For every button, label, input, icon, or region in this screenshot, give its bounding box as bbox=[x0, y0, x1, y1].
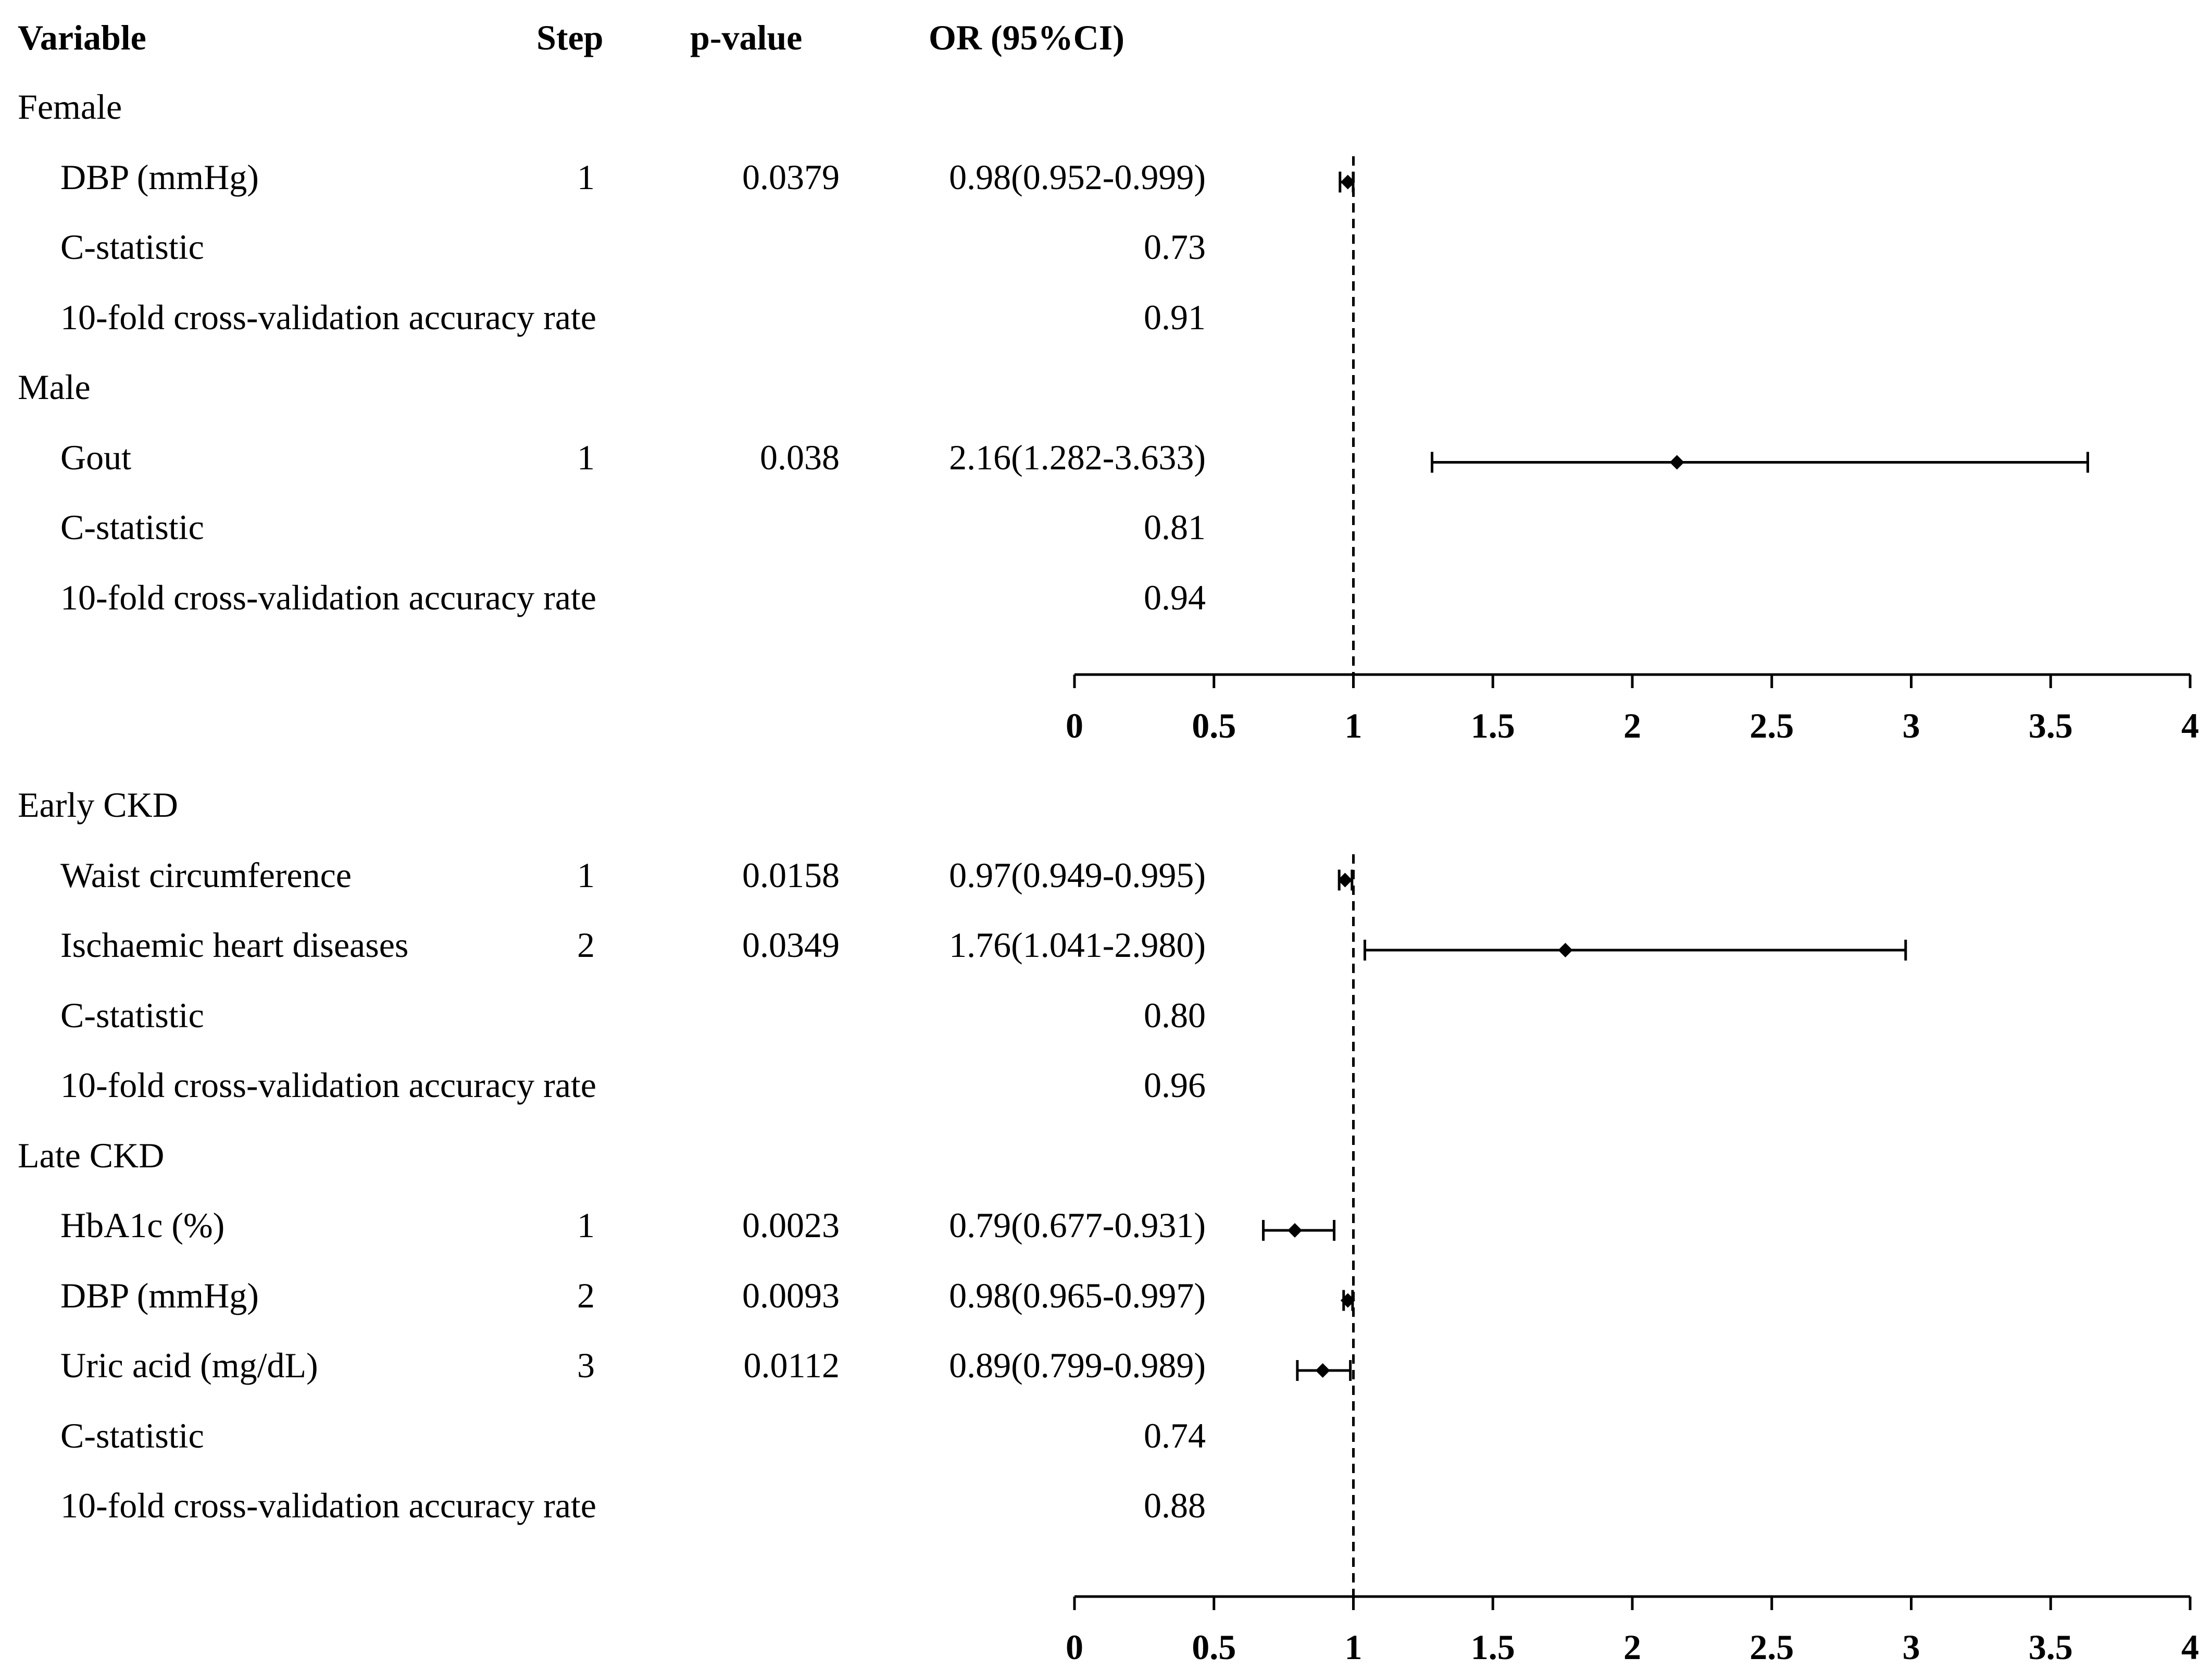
or-point-marker bbox=[1669, 455, 1684, 470]
or-point-marker bbox=[1288, 1223, 1303, 1238]
row-pvalue: 0.0023 bbox=[742, 1205, 840, 1245]
group-label: Male bbox=[18, 367, 91, 407]
row-variable: Waist circumference bbox=[60, 855, 352, 895]
row-or-ci: 0.88 bbox=[1144, 1486, 1206, 1525]
row-variable: HbA1c (%) bbox=[60, 1205, 225, 1245]
x-tick-label: 2.5 bbox=[1749, 706, 1794, 745]
header-or-ci: OR (95%CI) bbox=[929, 18, 1124, 57]
row-variable: 10-fold cross-validation accuracy rate bbox=[60, 1065, 596, 1105]
header-variable: Variable bbox=[18, 18, 146, 57]
row-variable: 10-fold cross-validation accuracy rate bbox=[60, 297, 596, 337]
x-tick-label: 1 bbox=[1344, 1627, 1363, 1667]
row-variable: Ischaemic heart diseases bbox=[60, 925, 409, 965]
group-label: Late CKD bbox=[18, 1135, 165, 1175]
x-tick-label: 4 bbox=[2181, 1627, 2199, 1667]
row-or-ci: 0.73 bbox=[1144, 227, 1206, 267]
x-tick-label: 3 bbox=[1902, 706, 1920, 745]
x-tick-label: 0 bbox=[1066, 706, 1083, 745]
row-pvalue: 0.0093 bbox=[742, 1275, 840, 1315]
row-step: 1 bbox=[577, 157, 595, 197]
x-tick-label: 1.5 bbox=[1470, 1627, 1515, 1667]
row-or-ci: 0.89(0.799-0.989) bbox=[949, 1345, 1206, 1385]
x-tick-label: 0 bbox=[1066, 1627, 1083, 1667]
row-pvalue: 0.0112 bbox=[743, 1345, 840, 1385]
group-label: Early CKD bbox=[18, 785, 178, 825]
row-step: 2 bbox=[577, 1275, 595, 1315]
row-step: 1 bbox=[577, 1205, 595, 1245]
row-variable: C-statistic bbox=[60, 1415, 204, 1455]
row-variable: C-statistic bbox=[60, 227, 204, 267]
row-or-ci: 0.98(0.952-0.999) bbox=[949, 157, 1206, 197]
x-tick-label: 3.5 bbox=[2028, 1627, 2073, 1667]
x-tick-label: 3.5 bbox=[2028, 706, 2073, 745]
or-point-marker bbox=[1338, 873, 1353, 888]
group-label: Female bbox=[18, 87, 122, 127]
row-pvalue: 0.0379 bbox=[742, 157, 840, 197]
row-or-ci: 0.81 bbox=[1144, 507, 1206, 547]
header-pvalue: p-value bbox=[690, 18, 803, 57]
row-or-ci: 0.74 bbox=[1144, 1415, 1206, 1455]
row-or-ci: 0.94 bbox=[1144, 577, 1206, 617]
row-variable: DBP (mmHg) bbox=[60, 157, 259, 197]
row-or-ci: 1.76(1.041-2.980) bbox=[949, 925, 1206, 965]
or-point-marker bbox=[1558, 943, 1573, 957]
row-or-ci: 0.80 bbox=[1144, 995, 1206, 1035]
or-point-marker bbox=[1340, 175, 1355, 190]
row-step: 2 bbox=[577, 925, 595, 965]
x-tick-label: 1 bbox=[1344, 706, 1363, 745]
row-or-ci: 0.98(0.965-0.997) bbox=[949, 1275, 1206, 1315]
x-tick-label: 1.5 bbox=[1470, 706, 1515, 745]
or-point-marker bbox=[1315, 1363, 1330, 1378]
header-step: Step bbox=[536, 18, 604, 57]
row-or-ci: 0.96 bbox=[1144, 1065, 1206, 1105]
x-tick-label: 0.5 bbox=[1192, 706, 1236, 745]
x-tick-label: 0.5 bbox=[1192, 1627, 1236, 1667]
row-variable: C-statistic bbox=[60, 507, 204, 547]
row-variable: Uric acid (mg/dL) bbox=[60, 1345, 318, 1385]
row-pvalue: 0.0349 bbox=[742, 925, 840, 965]
row-pvalue: 0.0158 bbox=[742, 855, 840, 895]
row-step: 1 bbox=[577, 855, 595, 895]
or-point-marker bbox=[1340, 1293, 1355, 1308]
row-or-ci: 2.16(1.282-3.633) bbox=[949, 437, 1206, 477]
row-variable: 10-fold cross-validation accuracy rate bbox=[60, 577, 596, 617]
x-tick-label: 2 bbox=[1623, 706, 1641, 745]
row-variable: Gout bbox=[60, 437, 131, 477]
x-tick-label: 4 bbox=[2181, 706, 2199, 745]
row-or-ci: 0.79(0.677-0.931) bbox=[949, 1205, 1206, 1245]
x-tick-label: 2 bbox=[1623, 1627, 1641, 1667]
row-variable: 10-fold cross-validation accuracy rate bbox=[60, 1486, 596, 1525]
row-step: 1 bbox=[577, 437, 595, 477]
row-step: 3 bbox=[577, 1345, 595, 1385]
row-variable: C-statistic bbox=[60, 995, 204, 1035]
x-tick-label: 3 bbox=[1902, 1627, 1920, 1667]
row-or-ci: 0.97(0.949-0.995) bbox=[949, 855, 1206, 895]
row-pvalue: 0.038 bbox=[760, 437, 840, 477]
row-variable: DBP (mmHg) bbox=[60, 1275, 259, 1315]
row-or-ci: 0.91 bbox=[1144, 297, 1206, 337]
x-tick-label: 2.5 bbox=[1749, 1627, 1794, 1667]
